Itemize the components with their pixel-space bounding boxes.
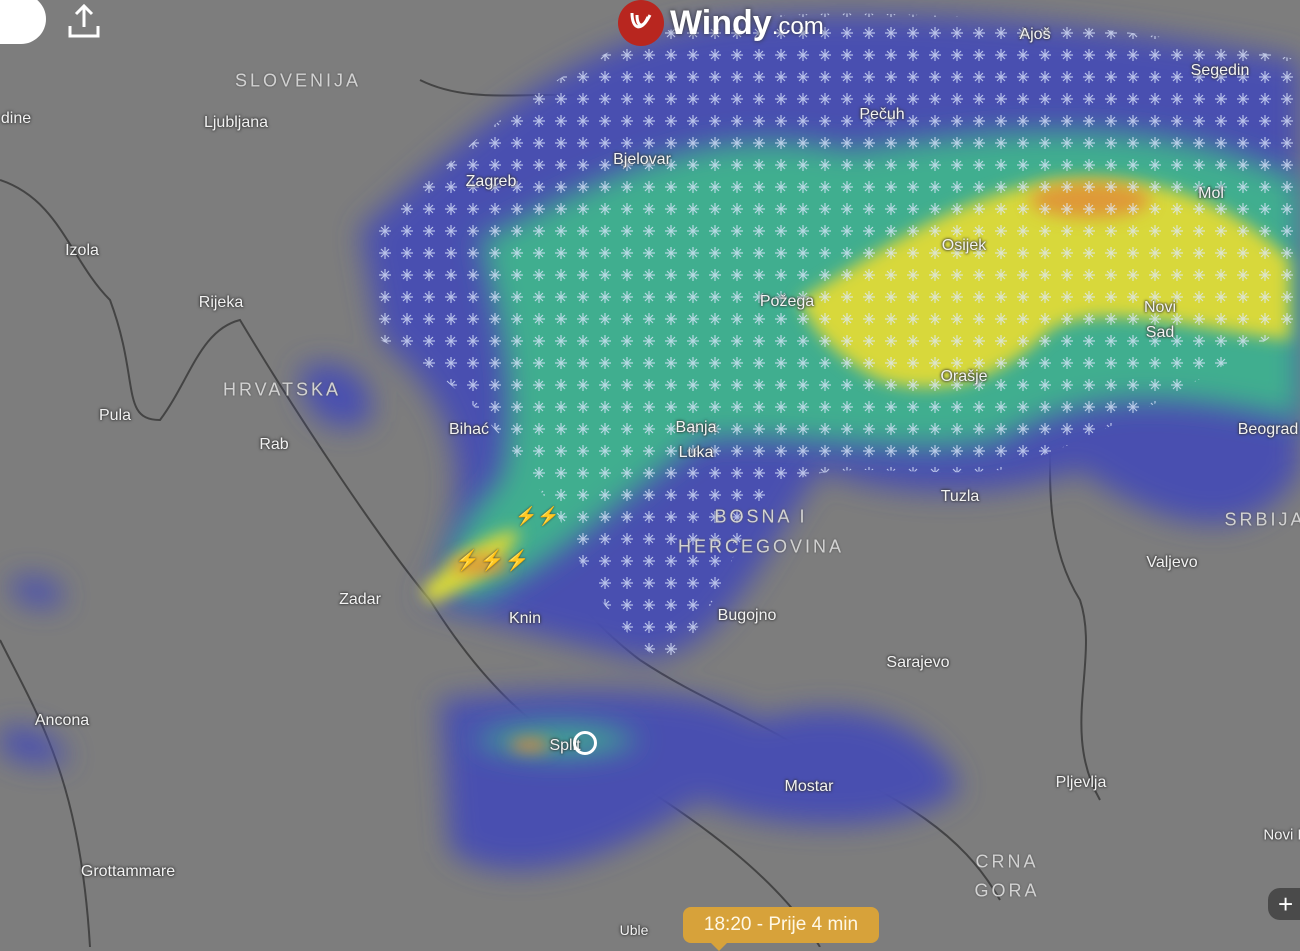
zoom-in-button[interactable]: + <box>1268 888 1300 920</box>
city-label: Valjevo <box>1146 554 1198 571</box>
city-label: Grottammare <box>80 863 176 880</box>
country-label: HERCEGOVINA <box>677 536 845 557</box>
country-label: SLOVENIJA <box>234 70 362 91</box>
city-label: Osijek <box>941 237 987 254</box>
city-label: Uble <box>619 922 649 938</box>
city-label: Tuzla <box>940 488 980 505</box>
city-label: Novi <box>1143 299 1177 316</box>
city-label: Rijeka <box>198 294 244 311</box>
city-label: Pula <box>98 407 132 424</box>
city-label: Orašje <box>940 368 988 385</box>
location-icon[interactable] <box>573 731 597 755</box>
windy-logo: Windy.com <box>618 0 824 46</box>
country-label: BOSNA I <box>714 506 808 527</box>
country-label: SRBIJA <box>1224 509 1300 530</box>
city-label: Beograd <box>1237 421 1299 438</box>
city-label: Pečuh <box>859 106 905 123</box>
city-label: Rab <box>259 436 289 453</box>
city-label: Novi Pazar <box>1263 826 1300 844</box>
share-icon[interactable] <box>64 2 104 42</box>
menu-button[interactable] <box>0 0 46 44</box>
city-label: Mostar <box>784 778 834 795</box>
city-label: Sarajevo <box>886 654 950 671</box>
precipitation-layer <box>0 13 1300 871</box>
windy-logo-icon <box>618 0 664 46</box>
city-label: Sad <box>1145 324 1175 341</box>
city-label: Požega <box>759 293 815 310</box>
city-label: dine <box>0 110 32 127</box>
timeline-time-badge[interactable]: 18:20 - Prije 4 min <box>683 907 879 951</box>
city-label: Bugojno <box>717 607 777 624</box>
city-label: Zadar <box>339 591 381 608</box>
country-label: CRNA <box>975 851 1039 872</box>
country-label: GORA <box>974 880 1040 901</box>
city-label: Banja <box>675 419 717 436</box>
city-label: Ljubljana <box>203 114 269 131</box>
city-label: Bjelovar <box>613 151 671 168</box>
lightning-icon: ⚡⚡⚡ <box>455 550 530 572</box>
city-label: Mol <box>1198 185 1224 202</box>
city-label: Bihać <box>448 421 490 438</box>
city-label: Split <box>549 737 581 754</box>
city-label: Ajoš <box>1019 26 1051 43</box>
city-label: Pljevlja <box>1055 774 1107 791</box>
city-label: Segedin <box>1190 62 1250 79</box>
city-label: Izola <box>65 242 99 259</box>
city-label: Luka <box>678 444 714 461</box>
brand-suffix: .com <box>771 12 824 40</box>
city-label: Knin <box>508 610 542 627</box>
country-label: HRVATSKA <box>222 379 342 400</box>
lightning-icon: ⚡⚡ <box>515 506 560 526</box>
city-label: Zagreb <box>465 173 517 190</box>
brand-name: Windy <box>670 3 772 42</box>
city-label: Ancona <box>34 712 90 729</box>
